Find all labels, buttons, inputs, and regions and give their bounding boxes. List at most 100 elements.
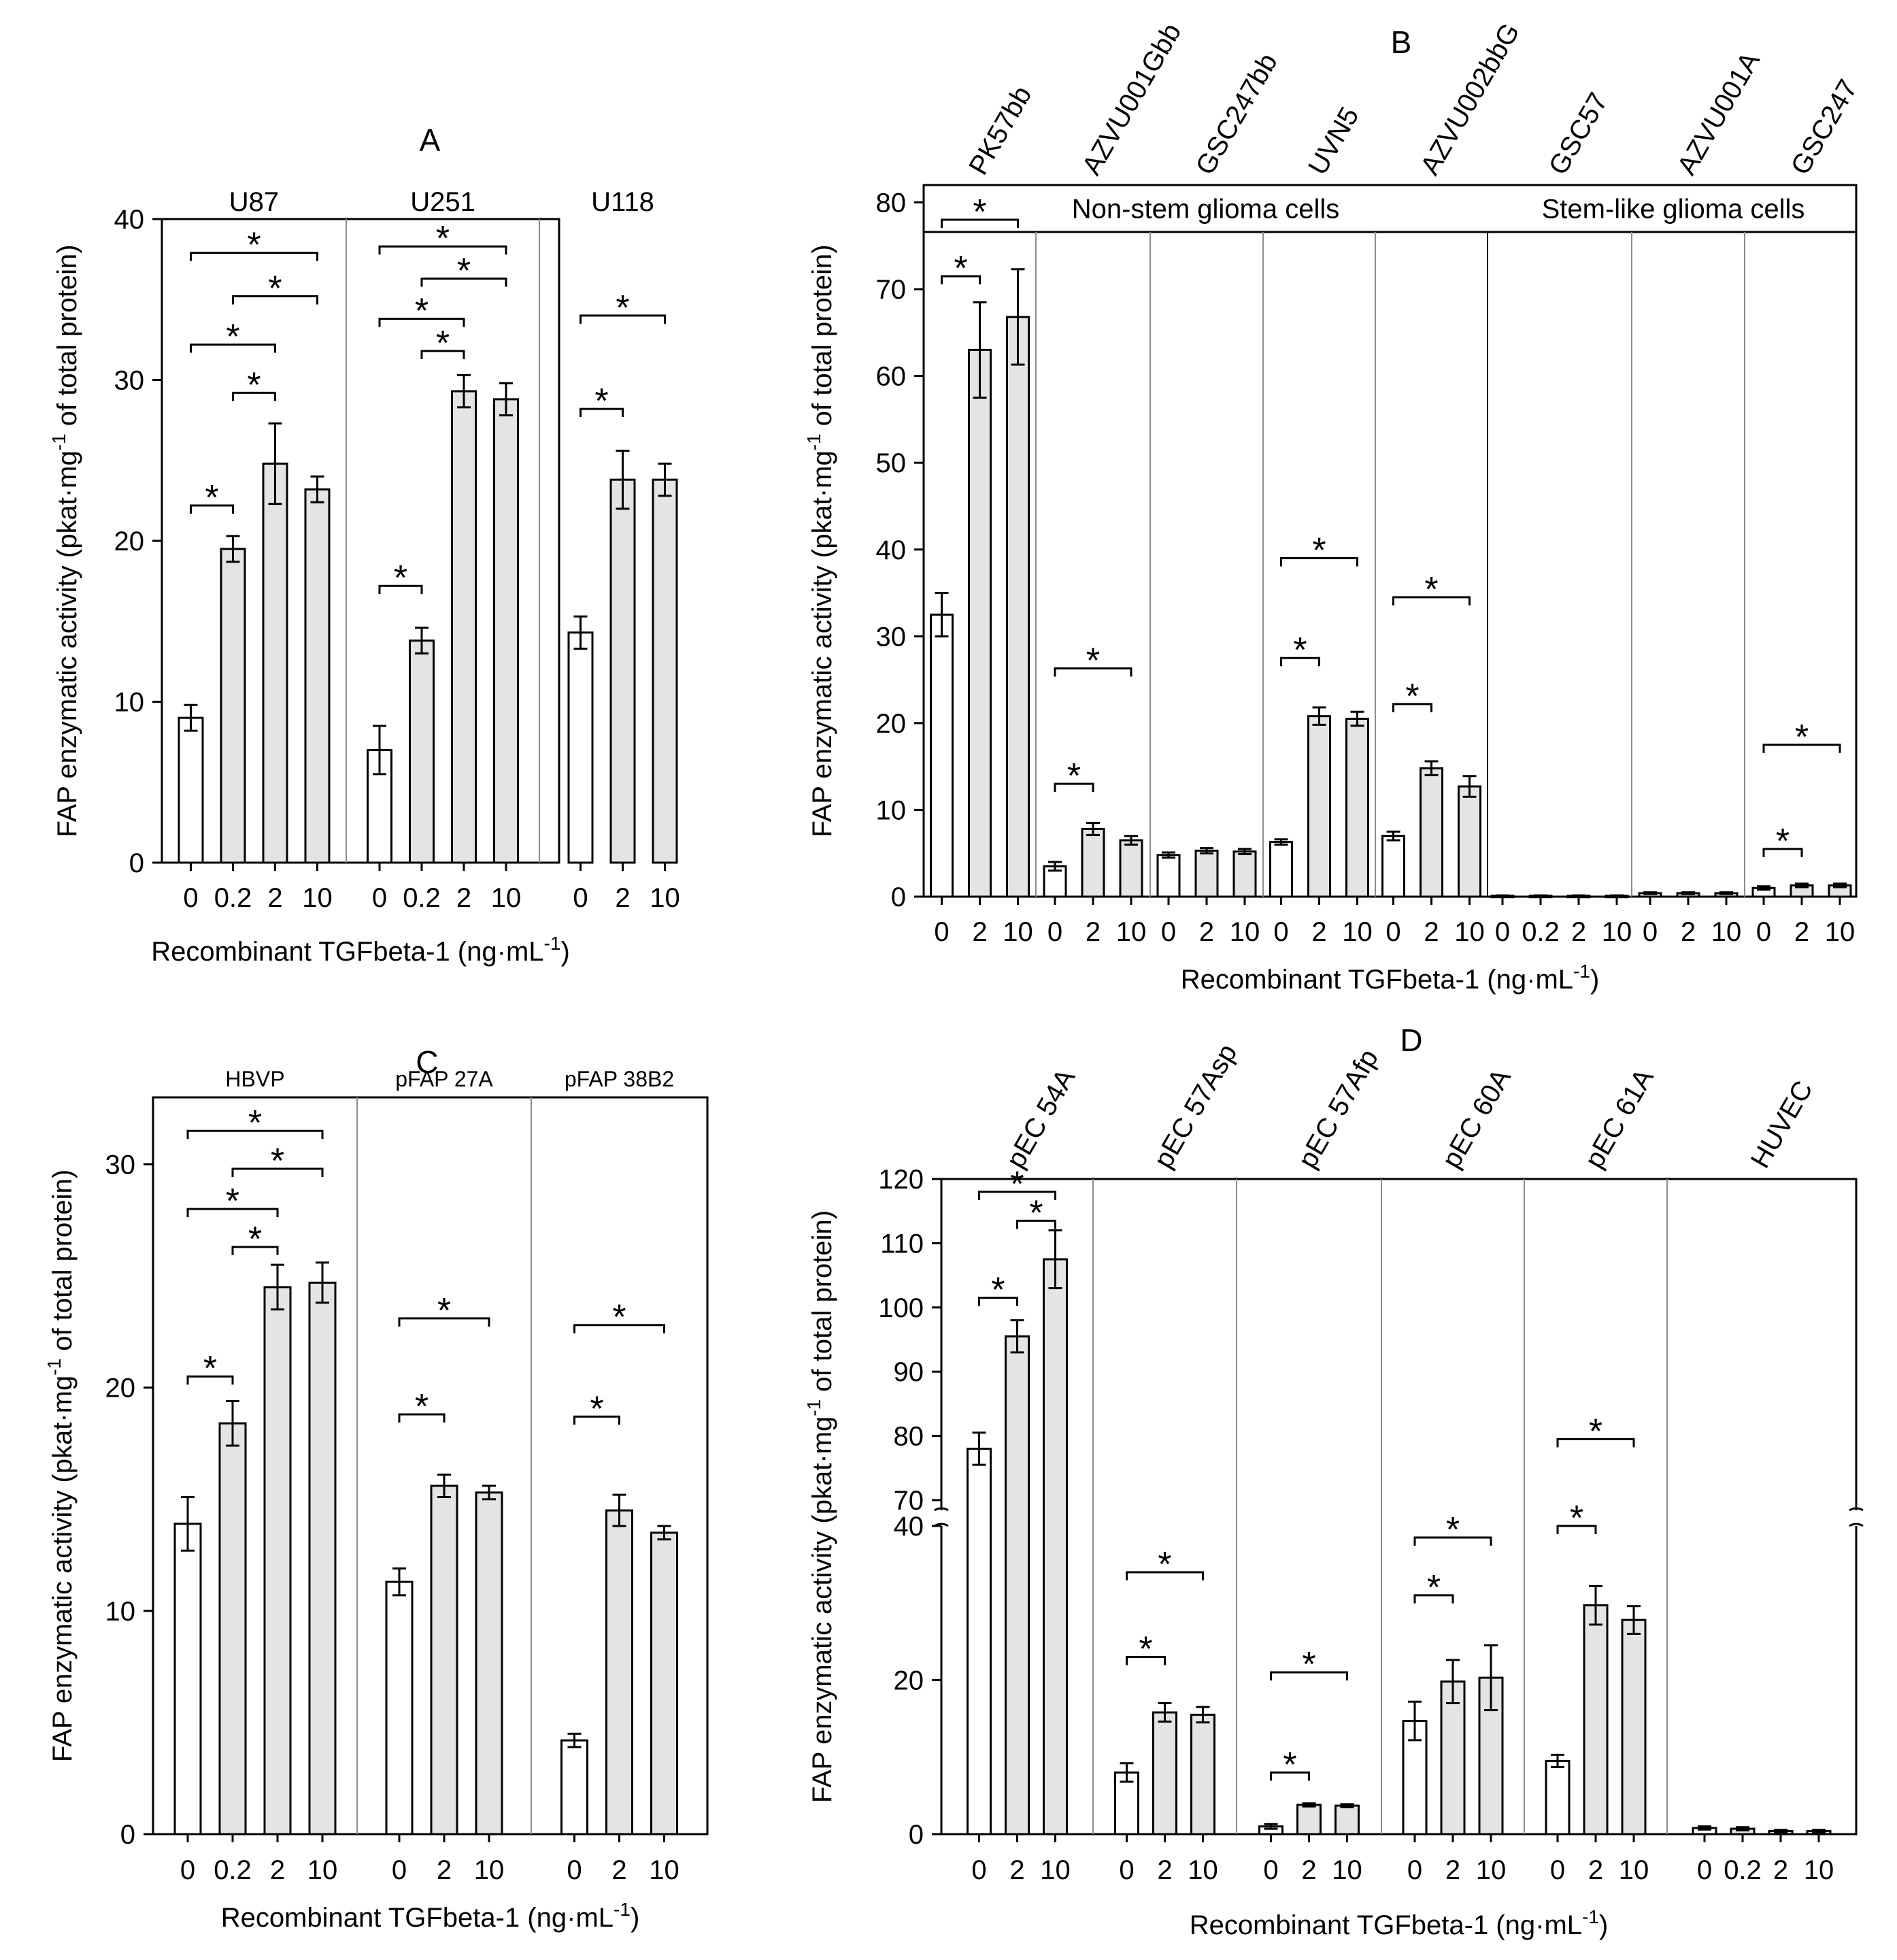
bar-C-HBVP-0 <box>173 1523 202 1836</box>
significance-star-A: * <box>394 559 407 598</box>
significance-bracket-D <box>1413 1536 1492 1546</box>
y-axis-label-D: FAP enzymatic activity (pkat·mg-1 of tot… <box>803 1210 837 1803</box>
significance-star-D: * <box>991 1271 1005 1310</box>
x-axis-label-part: Recombinant TGFbeta-1 (ng <box>1181 965 1526 995</box>
x-category-label-A: 0.2 <box>403 883 441 913</box>
bar-B-PK57bb-2 <box>968 348 992 898</box>
bar-B-AZVU002bbG-2 <box>1420 767 1443 898</box>
bar-D-pEC61A-10 <box>1621 1618 1647 1836</box>
x-axis-label-part: Recombinant TGFbeta-1 (ng <box>221 1903 567 1933</box>
significance-bracket-A <box>232 391 276 401</box>
y-tick-label-D: 110 <box>880 1229 924 1259</box>
x-axis-label-part: ) <box>560 937 569 967</box>
x-category-label-D: 2 <box>1588 1855 1603 1885</box>
significance-bracket-C <box>231 1246 279 1255</box>
x-category-label-C: 10 <box>474 1855 505 1885</box>
bar-C-HBVP-2 <box>263 1286 292 1836</box>
x-category-label-B: 2 <box>1571 917 1586 947</box>
x-axis-label-part: · <box>567 1903 575 1933</box>
bar-C-pFAP27A-2 <box>430 1484 458 1836</box>
plot-frame-D <box>940 1178 1858 1836</box>
x-category-label-A: 0 <box>372 883 387 913</box>
x-axis-label-part: mL <box>506 937 544 967</box>
group-label-C: pFAP 38B2 <box>565 1067 674 1091</box>
y-tick-label-D: 70 <box>894 1486 924 1516</box>
significance-bracket-A <box>378 584 423 595</box>
group-label-C: pFAP 27A <box>395 1067 493 1091</box>
bar-D-pEC61A-0 <box>1545 1759 1571 1836</box>
y-tick-label-A: 20 <box>114 527 145 557</box>
significance-bracket-D <box>1556 1525 1597 1534</box>
panel-label-A: A <box>420 122 441 158</box>
bar-B-GSC247bb-0 <box>1156 854 1181 898</box>
significance-bracket-D <box>1126 1656 1166 1665</box>
y-axis-label-part: · <box>52 488 82 497</box>
x-category-label-B: 2 <box>1086 917 1101 947</box>
significance-star-C: * <box>248 1220 262 1259</box>
significance-bracket-C <box>231 1167 324 1178</box>
panel-label-C: C <box>416 1044 438 1080</box>
x-category-label-B: 0 <box>1643 917 1658 947</box>
significance-bracket-C <box>573 1324 665 1333</box>
significance-star-D: * <box>1570 1499 1583 1538</box>
x-axis-label-part: -1 <box>1573 961 1590 982</box>
significance-bracket-B <box>941 218 1019 229</box>
x-category-label-C: 0 <box>392 1855 407 1885</box>
x-category-label-B: 2 <box>1681 917 1696 947</box>
x-category-label-B: 10 <box>1602 917 1632 947</box>
x-category-label-C: 0 <box>180 1855 195 1885</box>
bar-C-pFAP38B2-2 <box>605 1509 633 1836</box>
y-tick-label-D: 20 <box>894 1666 924 1696</box>
x-category-label-D: 10 <box>1476 1855 1507 1885</box>
bar-D-pEC57Afp-10 <box>1334 1804 1360 1836</box>
significance-bracket-C <box>398 1317 490 1327</box>
group-label-B: UVN5 <box>1303 102 1364 180</box>
bar-A-U87-0.2 <box>220 548 246 864</box>
bar-D-pEC57Asp-2 <box>1152 1711 1177 1836</box>
significance-star-C: * <box>226 1182 239 1221</box>
significance-star-C: * <box>248 1103 262 1143</box>
y-tick-label-C: 30 <box>105 1150 136 1180</box>
significance-bracket-D <box>978 1191 1056 1200</box>
significance-bracket-A <box>190 252 318 261</box>
plot-frame-B <box>922 184 1858 898</box>
y-tick-label-A: 0 <box>129 848 144 878</box>
y-axis-label-part: of total protein) <box>52 244 82 433</box>
group-label-D: pEC 57Afp <box>1292 1044 1384 1174</box>
group-label-B: AZVU001Gbb <box>1077 18 1188 180</box>
significance-bracket-A <box>580 314 666 324</box>
group-label-A: U251 <box>410 187 475 217</box>
x-axis-label-part: ) <box>631 1903 639 1933</box>
significance-star-A: * <box>457 252 471 291</box>
significance-star-A: * <box>616 288 629 328</box>
bar-C-pFAP38B2-0 <box>560 1739 588 1836</box>
y-tick-label-C: 20 <box>105 1374 136 1403</box>
y-tick-label-C: 10 <box>105 1597 136 1627</box>
bar-A-U118-0 <box>567 631 594 864</box>
x-category-label-D: 0 <box>1119 1855 1134 1885</box>
x-axis-label-part: Recombinant TGFbeta-1 (ng <box>151 937 497 967</box>
significance-bracket-A <box>378 245 507 255</box>
group-label-D: pEC 54A <box>1001 1064 1081 1174</box>
significance-star-B: * <box>1312 531 1326 571</box>
header-section-label-B: Stem-like glioma cells <box>1542 195 1805 225</box>
y-axis-label-part: FAP enzymatic activity (pkat <box>807 497 837 837</box>
x-axis-label-part: · <box>1526 965 1535 995</box>
y-axis-label-A: FAP enzymatic activity (pkat·mg-1 of tot… <box>48 244 82 837</box>
significance-bracket-B <box>1392 703 1432 712</box>
x-category-label-C: 0 <box>567 1855 582 1885</box>
bar-C-pFAP27A-0 <box>385 1580 414 1836</box>
x-category-label-B: 10 <box>1711 917 1742 947</box>
x-category-label-B: 2 <box>1794 917 1809 947</box>
significance-star-B: * <box>1293 631 1307 670</box>
significance-bracket-D <box>1270 1671 1348 1681</box>
x-category-label-D: 10 <box>1804 1855 1834 1885</box>
x-category-label-D: 0 <box>1263 1855 1278 1885</box>
x-axis-label-D: Recombinant TGFbeta-1 (ng·mL-1) <box>1190 1906 1609 1940</box>
significance-bracket-C <box>186 1208 279 1218</box>
significance-bracket-A <box>420 350 465 359</box>
significance-star-B: * <box>954 249 967 288</box>
significance-bracket-B <box>941 275 981 284</box>
x-category-label-A: 0.2 <box>214 883 252 913</box>
significance-star-C: * <box>203 1349 217 1389</box>
